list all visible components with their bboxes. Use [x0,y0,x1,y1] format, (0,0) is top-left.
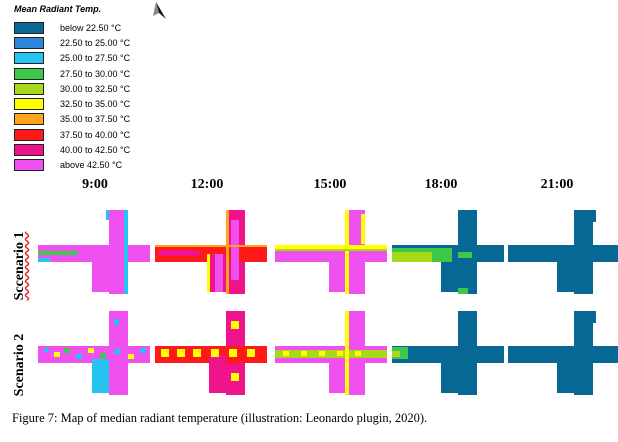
map-s2-1800 [392,309,504,399]
map-s1-1200 [155,208,267,298]
legend-label: above 42.50 °C [60,160,123,171]
time-label-5: 21:00 [540,177,574,192]
legend-item: below 22.50 °C [14,20,204,35]
legend-item: 27.50 to 30.00 °C [14,66,204,81]
legend-title: Mean Radiant Temp. [14,4,102,14]
time-label-2: 12:00 [190,177,224,192]
legend-item: 37.50 to 40.00 °C [14,127,204,142]
legend-label: 27.50 to 30.00 °C [60,68,131,79]
map-s2-0900 [38,309,150,399]
legend-item: 22.50 to 25.00 °C [14,35,204,50]
legend-swatch [14,36,44,49]
legend-label: 22.50 to 25.00 °C [60,37,131,48]
map-s2-1500 [275,309,387,399]
legend-item: 25.00 to 27.50 °C [14,51,204,66]
legend-item: 30.00 to 32.50 °C [14,81,204,96]
legend-swatch [14,144,44,157]
legend-swatch [14,128,44,141]
row-label-scenario-1: Sccenario 1 [12,231,27,301]
legend: Mean Radiant Temp. below 22.50 °C 22.50 t… [14,2,204,173]
legend-swatch [14,113,44,126]
legend-list: below 22.50 °C 22.50 to 25.00 °C 25.00 to … [14,20,204,173]
legend-item: 40.00 to 42.50 °C [14,142,204,157]
legend-label: 35.00 to 37.50 °C [60,114,131,125]
time-label-3: 15:00 [313,177,347,192]
legend-swatch [14,67,44,80]
legend-item: 35.00 to 37.50 °C [14,112,204,127]
north-arrow-icon [148,0,170,22]
map-s1-0900 [38,208,150,298]
row-label-scenario-2: Scenario 2 [12,333,27,397]
legend-label: below 22.50 °C [60,22,122,33]
figure-caption: Figure 7: Map of median radiant temperat… [12,411,428,425]
map-s1-2100 [508,208,618,298]
legend-label: 40.00 to 42.50 °C [60,145,131,156]
legend-swatch [14,82,44,95]
legend-swatch [14,98,44,111]
legend-label: 25.00 to 27.50 °C [60,53,131,64]
map-s1-1500 [275,208,387,298]
legend-label: 30.00 to 32.50 °C [60,83,131,94]
legend-label: 37.50 to 40.00 °C [60,129,131,140]
legend-item: above 42.50 °C [14,158,204,173]
time-label-4: 18:00 [424,177,458,192]
time-headers: 9:00 12:00 15:00 18:00 21:00 [0,177,618,195]
map-s2-2100 [508,309,618,399]
time-label-1: 9:00 [82,177,108,192]
legend-swatch [14,52,44,65]
legend-item: 32.50 to 35.00 °C [14,96,204,111]
map-s1-1800 [392,208,504,298]
map-s2-1200 [155,309,267,399]
legend-swatch [14,21,44,34]
legend-label: 32.50 to 35.00 °C [60,99,131,110]
legend-swatch [14,159,44,172]
